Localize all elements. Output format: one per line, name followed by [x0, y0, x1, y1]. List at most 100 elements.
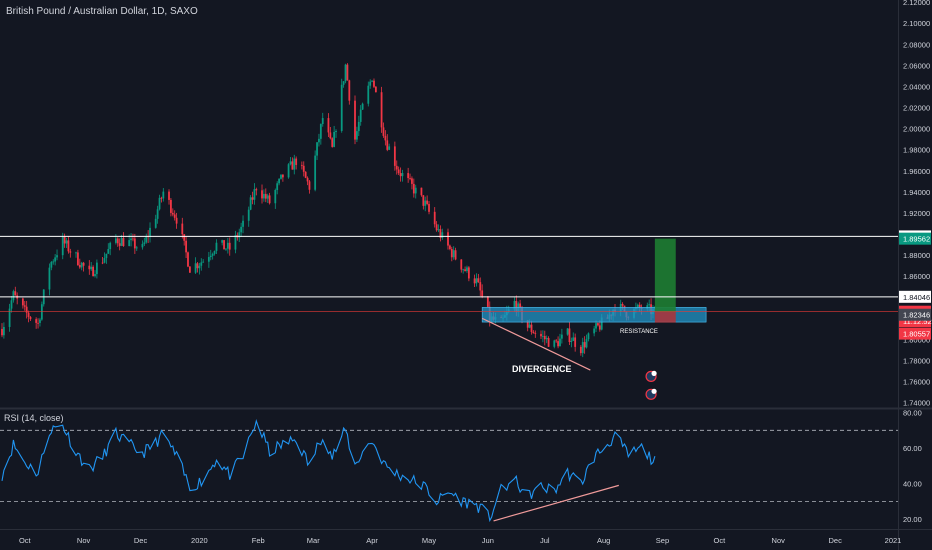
candle-body: [200, 262, 203, 266]
candle-body: [225, 248, 227, 250]
candle-body: [274, 189, 277, 204]
candle-body: [395, 165, 398, 170]
candle-body: [107, 249, 110, 254]
candle-body: [595, 323, 597, 329]
price-tick-label: 1.96000: [903, 167, 930, 176]
candle-body: [382, 127, 385, 136]
candle-body: [553, 340, 556, 347]
candle-body: [156, 209, 159, 219]
candle-body: [348, 80, 351, 101]
candle-body: [574, 337, 577, 347]
candle-body: [638, 304, 641, 309]
candle-body: [540, 333, 542, 337]
position-loss-zone: [654, 311, 676, 323]
candle-body: [293, 158, 296, 170]
candle-body: [263, 193, 265, 199]
price-tick-label: 2.00000: [903, 125, 930, 134]
candle-body: [560, 334, 563, 339]
candle-body: [39, 319, 41, 323]
candle-body: [526, 320, 529, 328]
candle-body: [559, 338, 561, 347]
candle-body: [335, 130, 337, 132]
price-tick-label: 1.74000: [903, 399, 930, 408]
candle-body: [21, 298, 24, 306]
candle-body: [308, 181, 311, 190]
rsi-title: RSI (14, close): [4, 413, 64, 423]
candle-body: [329, 132, 332, 139]
candle-body: [528, 324, 531, 328]
candle-body: [314, 155, 317, 190]
candle-body: [268, 195, 271, 204]
candle-body: [223, 240, 225, 250]
candle-body: [441, 232, 444, 238]
candle-body: [477, 278, 480, 283]
candle-body: [118, 243, 121, 246]
candle-body: [253, 189, 256, 200]
candle-body: [280, 174, 282, 179]
candle-body: [466, 267, 468, 271]
candle-body: [61, 236, 64, 256]
candle-body: [646, 305, 649, 310]
price-tick-label: 2.08000: [903, 40, 930, 49]
candle-body: [27, 312, 30, 317]
time-tick-label: Feb: [252, 536, 265, 545]
candle-body: [194, 263, 197, 273]
candle-body: [380, 92, 383, 128]
candle-body: [572, 337, 575, 341]
rsi-tick-label: 40.00: [903, 480, 922, 489]
candle-body: [636, 304, 639, 308]
candle-body: [333, 131, 336, 147]
candle-body: [648, 304, 651, 306]
candle-body: [2, 326, 5, 336]
candle-body: [475, 278, 478, 284]
candle-body: [543, 335, 546, 340]
candle-body: [448, 245, 451, 249]
candle-body: [240, 226, 243, 233]
candle-body: [154, 218, 157, 228]
divergence-price-line: [481, 317, 591, 371]
candle-body: [188, 266, 191, 273]
candle-body: [346, 64, 349, 81]
candle-body: [367, 85, 370, 104]
candle-body: [291, 161, 294, 170]
candle-body: [462, 269, 465, 271]
price-tick-label: 2.04000: [903, 82, 930, 91]
candle-body: [226, 242, 229, 249]
candle-body: [467, 267, 470, 279]
candle-body: [202, 261, 205, 263]
candle-body: [65, 240, 68, 244]
candle-body: [251, 197, 254, 200]
candle-body: [597, 323, 599, 326]
candle-body: [128, 240, 131, 247]
candle-body: [23, 305, 26, 307]
candle-body: [289, 161, 292, 165]
price-tick-label: 1.80000: [903, 335, 930, 344]
candle-body: [340, 84, 343, 131]
candle-body: [407, 173, 410, 179]
candle-body: [302, 165, 305, 172]
time-tick-label: 2021: [885, 536, 902, 545]
candle-body: [513, 300, 516, 310]
candle-body: [133, 238, 136, 249]
price-badge-label: 1.82346: [903, 311, 930, 320]
time-tick-label: Oct: [19, 536, 32, 545]
candle-body: [173, 214, 176, 218]
candle-body: [160, 197, 163, 199]
candle-body: [181, 223, 184, 235]
candle-body: [196, 263, 199, 269]
candle-body: [316, 142, 318, 156]
time-tick-label: Oct: [714, 536, 727, 545]
candle-body: [452, 250, 455, 258]
candle-body: [295, 158, 298, 165]
candle-body: [211, 253, 214, 256]
candle-body: [101, 262, 104, 264]
price-badge-label: 11:12:52: [903, 317, 932, 326]
candle-body: [48, 267, 51, 290]
candle-body: [386, 140, 389, 150]
candle-body: [92, 266, 94, 277]
candle-body: [249, 197, 252, 210]
candle-body: [29, 316, 32, 320]
candle-body: [447, 232, 449, 246]
chart-title: British Pound / Australian Dollar, 1D, S…: [6, 6, 198, 17]
